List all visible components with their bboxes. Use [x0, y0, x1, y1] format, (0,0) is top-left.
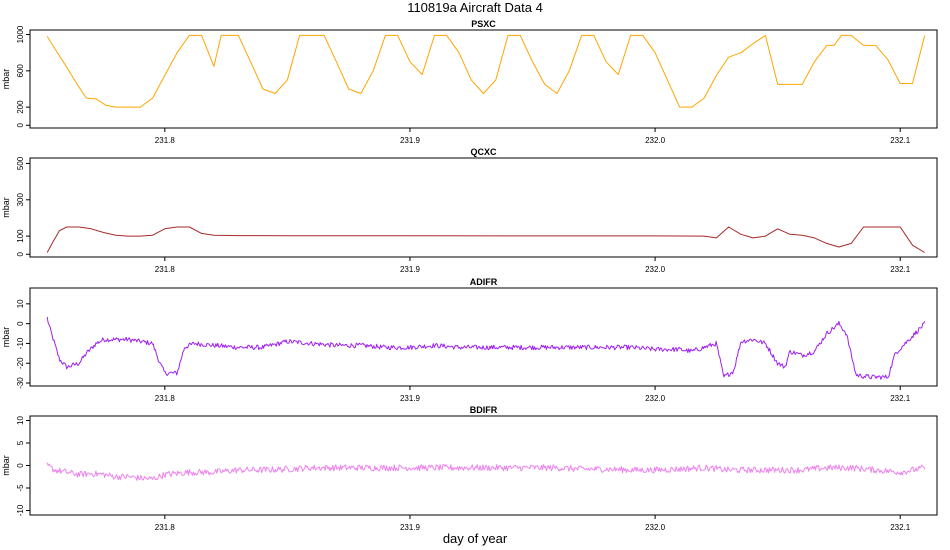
x-tick-label: 231.9 — [400, 523, 421, 532]
panel-qcxc: QCXC mbar 231.8 231.9 232.0 232.1 0 100 300 500 — [1, 147, 938, 274]
panel-bdifr: BDIFR mbar 231.8 231.9 232.0 232.1 -10 -5 0 5 10 — [1, 405, 938, 532]
y-tick-label: -30 — [16, 377, 25, 389]
x-tick-label: 231.8 — [155, 523, 176, 532]
x-tick-label: 232.0 — [645, 523, 666, 532]
x-tick-label: 231.8 — [155, 265, 176, 274]
panel-title: QCXC — [470, 147, 497, 157]
y-axis-label: mbar — [1, 327, 11, 348]
y-tick-label: 200 — [16, 100, 25, 114]
y-tick-label: -20 — [16, 357, 25, 369]
y-tick-label: -10 — [16, 337, 25, 349]
series-line-adifr — [46, 316, 926, 380]
plot-frame — [29, 157, 938, 258]
y-tick-label: -10 — [16, 504, 25, 516]
y-tick-label: 1000 — [16, 25, 25, 43]
plot-frame — [29, 287, 938, 387]
panel-title: ADIFR — [470, 277, 498, 287]
y-tick-label: 500 — [16, 156, 25, 170]
y-tick-label: 100 — [16, 229, 25, 243]
y-tick-label: 0 — [16, 252, 25, 257]
series-line-bdifr — [46, 462, 926, 481]
series-line-qcxc — [46, 226, 925, 253]
y-axis-label: mbar — [1, 197, 11, 218]
figure-title: 110819a Aircraft Data 4 — [407, 0, 543, 15]
x-axis-label: day of year — [443, 531, 508, 546]
x-tick-label: 231.9 — [400, 265, 421, 274]
y-axis-label: mbar — [1, 455, 11, 476]
series-line-psxc — [46, 34, 926, 108]
panel-psxc: PSXC mbar 231.8 231.9 232.0 232.1 0 200 600 1000 — [1, 19, 938, 145]
x-tick-label: 231.8 — [155, 394, 176, 403]
x-tick-label: 232.0 — [645, 265, 666, 274]
y-tick-label: 600 — [16, 64, 25, 78]
y-axis-label: mbar — [1, 69, 11, 90]
y-tick-label: 0 — [16, 321, 25, 326]
y-tick-label: 0 — [16, 123, 25, 128]
plot-frame — [29, 29, 938, 129]
y-tick-label: 10 — [16, 299, 25, 308]
panel-title: BDIFR — [470, 405, 498, 415]
x-tick-label: 231.9 — [400, 394, 421, 403]
y-tick-label: 300 — [16, 193, 25, 207]
x-tick-label: 232.1 — [890, 394, 911, 403]
x-tick-label: 231.8 — [155, 136, 176, 145]
x-tick-label: 232.1 — [890, 523, 911, 532]
panel-adifr: ADIFR mbar 231.8 231.9 232.0 232.1 -30 -20 -10 0 1… — [1, 277, 938, 403]
x-tick-label: 232.0 — [645, 136, 666, 145]
x-tick-label: 232.1 — [890, 136, 911, 145]
y-tick-label: 0 — [16, 463, 25, 468]
x-tick-label: 232.0 — [645, 394, 666, 403]
panel-title: PSXC — [471, 19, 496, 29]
x-tick-label: 231.9 — [400, 136, 421, 145]
y-tick-label: 5 — [16, 440, 25, 445]
y-tick-label: -5 — [16, 484, 25, 492]
x-tick-label: 232.1 — [890, 265, 911, 274]
y-tick-label: 10 — [16, 416, 25, 425]
